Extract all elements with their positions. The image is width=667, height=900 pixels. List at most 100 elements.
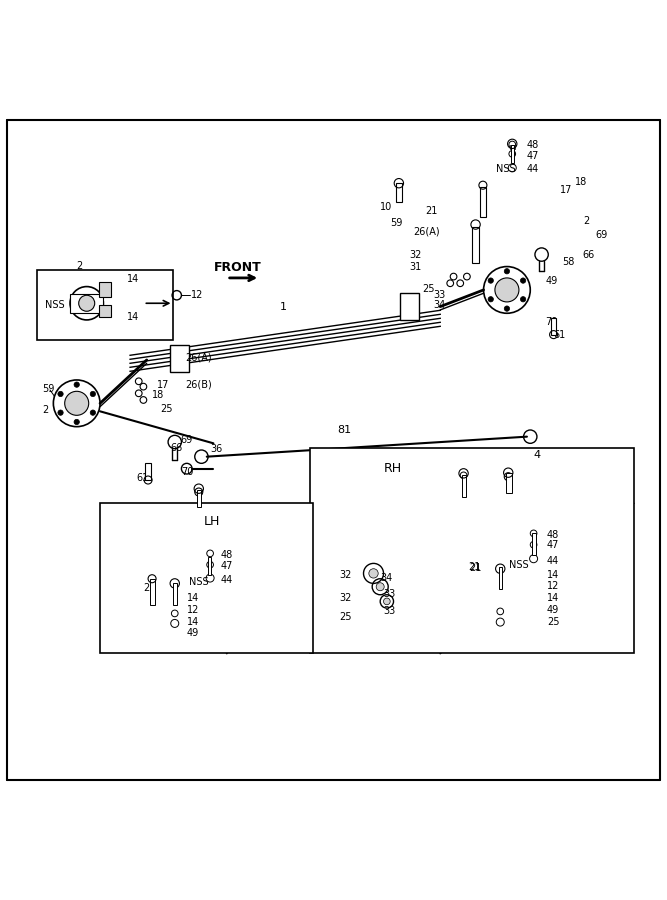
Text: 10: 10 bbox=[380, 202, 392, 211]
Text: 26(A): 26(A) bbox=[185, 353, 212, 363]
Text: 49: 49 bbox=[547, 605, 559, 615]
Bar bbox=[99, 304, 111, 317]
Text: NSS: NSS bbox=[509, 560, 528, 570]
Text: 58: 58 bbox=[562, 256, 575, 267]
Text: 14: 14 bbox=[547, 570, 559, 580]
Text: 44: 44 bbox=[527, 164, 539, 175]
Circle shape bbox=[520, 297, 526, 302]
Text: 12: 12 bbox=[547, 581, 560, 591]
Text: 70: 70 bbox=[546, 317, 558, 327]
Text: 33: 33 bbox=[384, 607, 396, 616]
Text: 2: 2 bbox=[584, 216, 590, 226]
Text: 69: 69 bbox=[595, 230, 607, 240]
Circle shape bbox=[65, 392, 89, 415]
Text: 48: 48 bbox=[527, 140, 539, 150]
Text: 14: 14 bbox=[127, 311, 139, 321]
Text: 14: 14 bbox=[187, 593, 199, 603]
Text: 12: 12 bbox=[187, 605, 199, 615]
Text: 49: 49 bbox=[187, 628, 199, 638]
Text: 12: 12 bbox=[191, 291, 204, 301]
Text: 25: 25 bbox=[160, 403, 173, 414]
Bar bbox=[170, 346, 189, 372]
Text: 17: 17 bbox=[560, 184, 573, 195]
Text: 34: 34 bbox=[380, 573, 392, 583]
Text: NSS: NSS bbox=[189, 577, 208, 587]
Bar bbox=[532, 534, 536, 554]
Circle shape bbox=[74, 382, 79, 387]
Circle shape bbox=[495, 278, 519, 302]
Text: 25: 25 bbox=[547, 617, 560, 627]
Text: 33: 33 bbox=[434, 290, 446, 300]
Text: 47: 47 bbox=[220, 561, 233, 572]
Text: 4: 4 bbox=[534, 450, 541, 460]
Text: 61: 61 bbox=[554, 330, 566, 340]
Text: 31: 31 bbox=[409, 262, 421, 272]
Text: 21: 21 bbox=[425, 206, 438, 216]
Text: 49: 49 bbox=[546, 276, 558, 286]
Text: 66: 66 bbox=[582, 249, 594, 259]
Bar bbox=[99, 282, 111, 297]
Text: 33: 33 bbox=[384, 590, 396, 599]
Bar bbox=[173, 582, 177, 605]
Circle shape bbox=[520, 278, 526, 284]
Text: LH: LH bbox=[203, 515, 220, 528]
Text: 14: 14 bbox=[187, 617, 199, 627]
Bar bbox=[396, 184, 402, 202]
Text: 61: 61 bbox=[137, 473, 149, 483]
Text: 14: 14 bbox=[547, 593, 559, 603]
Bar bbox=[145, 464, 151, 480]
Text: 14: 14 bbox=[127, 274, 139, 284]
Text: 48: 48 bbox=[220, 550, 232, 560]
Text: 66: 66 bbox=[170, 443, 182, 453]
Circle shape bbox=[488, 278, 494, 284]
Text: 17: 17 bbox=[157, 380, 169, 390]
Circle shape bbox=[384, 598, 390, 605]
Text: NSS: NSS bbox=[496, 164, 515, 175]
Circle shape bbox=[58, 392, 63, 397]
Bar bbox=[150, 580, 155, 605]
Text: 32: 32 bbox=[409, 249, 422, 259]
Text: 21: 21 bbox=[468, 562, 481, 572]
Circle shape bbox=[504, 268, 510, 274]
Bar bbox=[462, 474, 466, 497]
Circle shape bbox=[79, 295, 95, 311]
Text: RH: RH bbox=[384, 463, 402, 475]
Text: 44: 44 bbox=[220, 575, 232, 585]
Text: 18: 18 bbox=[152, 390, 164, 400]
Text: 70: 70 bbox=[181, 467, 194, 477]
Bar bbox=[511, 145, 514, 163]
Text: 25: 25 bbox=[339, 612, 352, 622]
Bar bbox=[472, 227, 479, 263]
Text: 2: 2 bbox=[77, 261, 83, 271]
Text: 26(B): 26(B) bbox=[185, 380, 212, 390]
Text: 47: 47 bbox=[527, 151, 540, 161]
Text: 32: 32 bbox=[339, 593, 352, 603]
Circle shape bbox=[90, 410, 95, 415]
Bar bbox=[510, 145, 515, 148]
Text: 18: 18 bbox=[575, 177, 587, 187]
Text: 69: 69 bbox=[180, 435, 192, 445]
Bar bbox=[506, 473, 512, 493]
Text: 59: 59 bbox=[42, 383, 55, 393]
Bar bbox=[310, 448, 634, 653]
Text: 2: 2 bbox=[42, 405, 48, 415]
Text: NSS: NSS bbox=[45, 300, 65, 310]
Text: 44: 44 bbox=[547, 556, 559, 566]
Text: FRONT: FRONT bbox=[213, 261, 261, 274]
Bar bbox=[499, 567, 502, 589]
Bar bbox=[100, 503, 313, 653]
Bar bbox=[70, 294, 103, 312]
Bar bbox=[197, 490, 201, 507]
Text: 59: 59 bbox=[390, 218, 403, 229]
Bar bbox=[208, 557, 211, 575]
Circle shape bbox=[58, 410, 63, 415]
Circle shape bbox=[74, 419, 79, 425]
Circle shape bbox=[376, 582, 384, 590]
Bar bbox=[400, 293, 419, 320]
Bar bbox=[37, 270, 173, 340]
Circle shape bbox=[504, 306, 510, 311]
Bar bbox=[480, 186, 486, 217]
Text: 21: 21 bbox=[143, 583, 156, 593]
Circle shape bbox=[369, 569, 378, 578]
Bar bbox=[551, 318, 556, 335]
